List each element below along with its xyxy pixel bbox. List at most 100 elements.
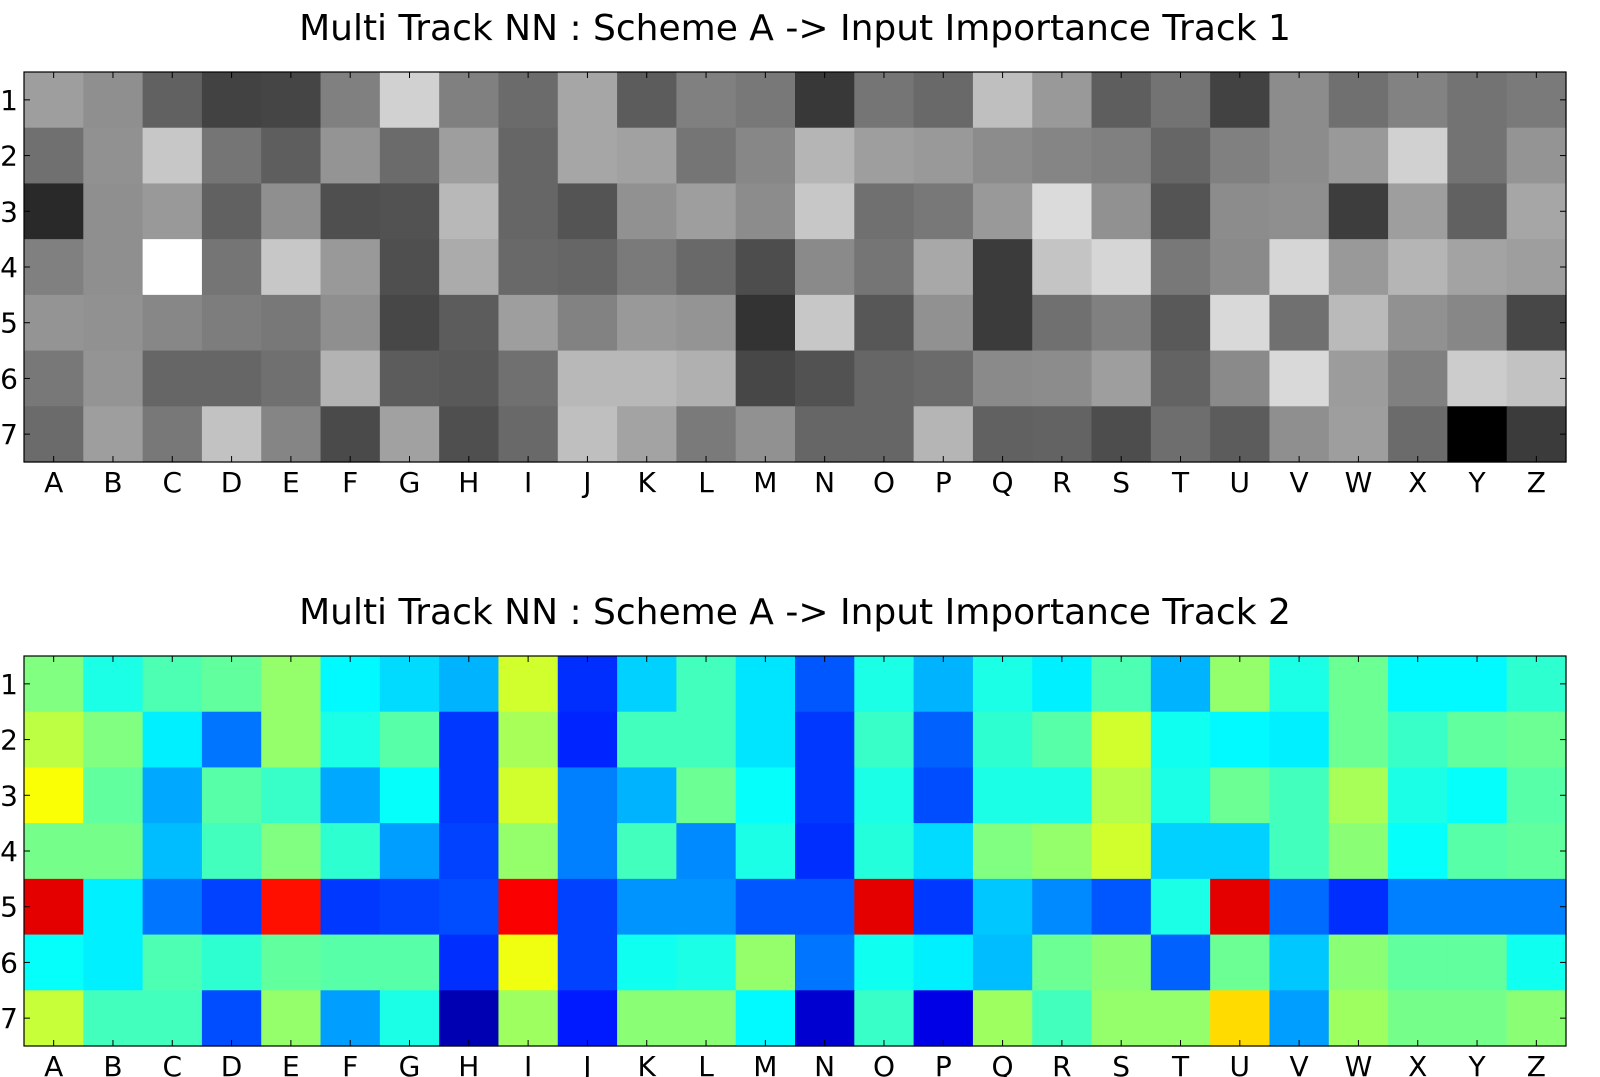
- heatmap-cell: [972, 127, 1033, 185]
- heatmap-cell: [498, 823, 559, 880]
- heatmap-cell: [1032, 656, 1093, 713]
- heatmap-cell: [201, 239, 262, 296]
- y-tick-label: 6: [0, 362, 18, 395]
- heatmap-cell: [1210, 350, 1271, 407]
- x-tick-label: B: [103, 466, 122, 499]
- heatmap-cell: [676, 239, 737, 296]
- y-tick-label: 4: [0, 251, 18, 284]
- heatmap-cell: [142, 934, 203, 991]
- heatmap-cell: [142, 990, 203, 1047]
- x-tick-label: G: [399, 466, 421, 499]
- heatmap-cell: [735, 823, 796, 880]
- y-tick-label: 6: [0, 946, 18, 979]
- heatmap-cell: [735, 711, 796, 769]
- heatmap-cell: [676, 294, 737, 352]
- x-tick-label: X: [1408, 1050, 1427, 1077]
- heatmap-cell: [1447, 878, 1508, 936]
- heatmap-cell: [1269, 823, 1330, 880]
- heatmap-cell: [972, 294, 1033, 352]
- heatmap-cell: [1506, 934, 1567, 991]
- x-tick-label: D: [221, 466, 243, 499]
- heatmap-cell: [617, 406, 677, 463]
- x-tick-label: C: [162, 466, 182, 499]
- heatmap-cell: [557, 711, 618, 769]
- heatmap-cell: [557, 406, 618, 463]
- x-tick-label: K: [638, 1050, 657, 1077]
- heatmap-cell: [1328, 127, 1389, 185]
- heatmap-cell: [498, 239, 559, 296]
- heatmap-cell: [1328, 406, 1389, 463]
- heatmap-cell: [676, 72, 737, 129]
- heatmap-cell: [557, 350, 618, 407]
- heatmap-cell: [1032, 183, 1093, 240]
- heatmap-cell: [83, 350, 144, 407]
- heatmap-cell: [1328, 767, 1389, 824]
- x-tick-label: Q: [992, 466, 1014, 499]
- heatmap-cell: [498, 878, 559, 936]
- heatmap-cell: [1091, 127, 1152, 185]
- heatmap-cell: [142, 183, 203, 240]
- heatmap-cell: [379, 990, 440, 1047]
- heatmap-cell: [617, 878, 677, 936]
- heatmap-cell: [201, 711, 262, 769]
- heatmap-cell: [1032, 711, 1093, 769]
- heatmap-cell: [1506, 239, 1567, 296]
- y-tick-label: 7: [0, 418, 18, 451]
- heatmap-cell: [1328, 239, 1389, 296]
- heatmap-cell: [1150, 183, 1211, 240]
- heatmap-cell: [1032, 127, 1093, 185]
- heatmap-cell: [1506, 767, 1567, 824]
- heatmap-cell: [1447, 823, 1508, 880]
- heatmap-cell: [1388, 406, 1448, 463]
- heatmap-cell: [1032, 878, 1093, 936]
- heatmap-cell: [913, 127, 974, 185]
- heatmap-cell: [1269, 127, 1330, 185]
- heatmap-cell: [379, 406, 440, 463]
- heatmap-cell: [676, 350, 737, 407]
- heatmap-cell: [379, 656, 440, 713]
- heatmap-cell: [1210, 72, 1271, 129]
- y-tick-label: 2: [0, 140, 18, 173]
- heatmap-cell: [1269, 878, 1330, 936]
- heatmap-cell: [1091, 239, 1152, 296]
- heatmap-cell: [439, 239, 500, 296]
- heatmap-cell: [24, 183, 84, 240]
- heatmap-cell: [854, 72, 915, 129]
- heatmap-cell: [617, 294, 677, 352]
- heatmap-cell: [972, 239, 1033, 296]
- heatmap-cell: [854, 990, 915, 1047]
- heatmap-cell: [854, 350, 915, 407]
- heatmap-cell: [83, 294, 144, 352]
- heatmap-cell: [913, 934, 974, 991]
- heatmap-cell: [617, 767, 677, 824]
- heatmap-cell: [83, 711, 144, 769]
- heatmap-cell: [1269, 656, 1330, 713]
- heatmap-cell: [142, 239, 203, 296]
- heatmap-cell: [1447, 239, 1508, 296]
- heatmap-cell: [913, 711, 974, 769]
- heatmap-cell: [557, 823, 618, 880]
- heatmap-cell: [972, 656, 1033, 713]
- heatmap-cell: [201, 294, 262, 352]
- heatmap-cell: [439, 656, 500, 713]
- heatmap-cell: [676, 767, 737, 824]
- heatmap-cell: [1091, 767, 1152, 824]
- heatmap-cell: [320, 934, 381, 991]
- heatmap-cell: [1269, 711, 1330, 769]
- heatmap-cell: [557, 239, 618, 296]
- x-tick-label: H: [458, 466, 479, 499]
- heatmap-cell: [320, 127, 381, 185]
- heatmap-cell: [1210, 183, 1271, 240]
- y-tick-label: 4: [0, 835, 18, 868]
- heatmap-cell: [1447, 183, 1508, 240]
- heatmap-cell: [735, 72, 796, 129]
- heatmap-cell: [1388, 711, 1448, 769]
- heatmap-cell: [1328, 934, 1389, 991]
- heatmap-cell: [201, 183, 262, 240]
- heatmap-cell: [83, 767, 144, 824]
- heatmap-cell: [320, 878, 381, 936]
- heatmap-cell: [972, 406, 1033, 463]
- heatmap-cell: [261, 72, 322, 129]
- heatmap-cell: [972, 990, 1033, 1047]
- heatmap-cell: [379, 183, 440, 240]
